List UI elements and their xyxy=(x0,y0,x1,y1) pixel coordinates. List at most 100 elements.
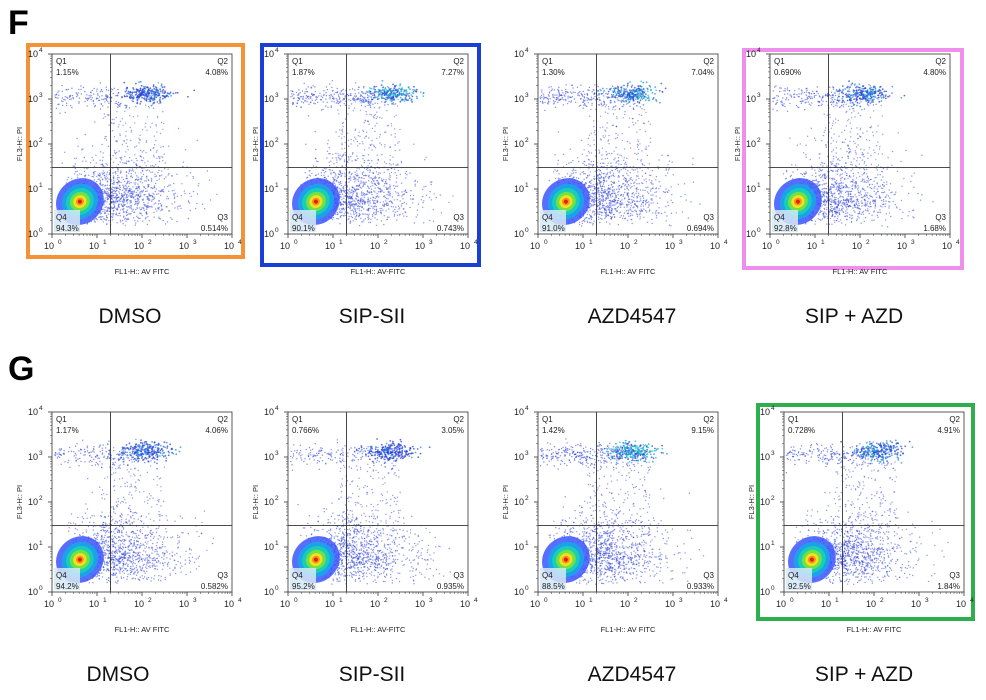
event-dot xyxy=(339,159,341,161)
event-dot xyxy=(424,159,426,161)
event-dot xyxy=(353,199,355,201)
event-dot xyxy=(105,89,108,91)
event-dot xyxy=(124,156,126,158)
event-dot xyxy=(636,215,639,218)
event-dot xyxy=(146,116,149,118)
event-dot xyxy=(660,212,663,215)
event-dot xyxy=(351,216,354,219)
event-dot xyxy=(114,196,117,199)
event-dot xyxy=(378,172,380,174)
event-dot xyxy=(301,90,304,92)
event-dot xyxy=(349,205,351,207)
event-dot xyxy=(595,99,597,101)
event-dot xyxy=(630,182,632,185)
event-dot xyxy=(604,191,606,193)
event-dot xyxy=(104,206,106,208)
event-dot xyxy=(322,169,325,172)
event-dot xyxy=(153,197,156,200)
y-tick-exponent: 2 xyxy=(39,137,43,144)
event-dot xyxy=(72,165,74,167)
event-dot xyxy=(358,131,360,133)
event-dot xyxy=(162,188,164,191)
event-dot xyxy=(373,206,375,208)
event-dot xyxy=(291,93,293,95)
event-dot xyxy=(626,219,629,221)
event-dot xyxy=(664,191,666,193)
event-dot xyxy=(339,129,341,131)
y-axis-label: FL3-H:: PI xyxy=(15,127,24,161)
event-dot xyxy=(139,103,142,105)
event-dot xyxy=(627,189,630,191)
event-dot xyxy=(636,158,639,160)
event-dot xyxy=(354,93,356,95)
event-dot xyxy=(609,171,611,173)
event-dot xyxy=(102,216,104,218)
event-dot xyxy=(158,94,161,97)
event-dot xyxy=(107,145,110,147)
event-dot xyxy=(362,154,364,157)
event-dot xyxy=(651,218,653,221)
event-dot xyxy=(575,169,577,172)
event-dot xyxy=(363,182,365,184)
event-dot xyxy=(620,215,622,217)
event-dot xyxy=(651,199,653,201)
event-dot xyxy=(608,202,611,204)
event-dot xyxy=(557,88,559,91)
event-dot xyxy=(147,199,150,201)
event-dot xyxy=(636,200,639,202)
event-dot xyxy=(102,221,105,223)
event-dot xyxy=(130,188,132,190)
event-dot xyxy=(634,102,636,105)
event-dot xyxy=(338,173,340,175)
event-dot xyxy=(337,109,339,111)
event-dot xyxy=(334,176,336,178)
event-dot xyxy=(396,219,398,221)
event-dot xyxy=(344,211,347,213)
event-dot xyxy=(386,96,389,99)
event-dot xyxy=(106,217,109,219)
event-dot xyxy=(370,188,373,190)
event-dot xyxy=(123,81,126,84)
event-dot xyxy=(160,146,162,148)
event-dot xyxy=(348,107,350,109)
event-dot xyxy=(120,209,122,211)
event-dot xyxy=(163,86,166,88)
event-dot xyxy=(347,190,350,192)
event-dot xyxy=(117,174,119,177)
event-dot xyxy=(371,143,373,145)
event-dot xyxy=(161,91,164,94)
event-dot xyxy=(636,175,638,177)
event-dot xyxy=(342,187,345,189)
event-dot xyxy=(572,168,574,170)
event-dot xyxy=(597,187,599,190)
event-dot xyxy=(343,136,345,138)
event-dot xyxy=(356,140,358,143)
event-dot xyxy=(363,161,365,164)
event-dot xyxy=(173,193,175,195)
event-dot xyxy=(652,202,654,204)
event-dot xyxy=(548,100,550,102)
event-dot xyxy=(140,94,142,96)
event-dot xyxy=(389,188,391,190)
event-dot xyxy=(326,150,329,152)
event-dot xyxy=(136,159,138,162)
event-dot xyxy=(150,177,153,180)
event-dot xyxy=(157,156,160,158)
event-dot xyxy=(409,88,411,90)
event-dot xyxy=(76,137,78,140)
event-dot xyxy=(618,185,621,187)
event-dot xyxy=(364,183,366,186)
event-dot xyxy=(105,95,108,97)
event-dot xyxy=(610,184,612,186)
event-dot xyxy=(383,171,385,173)
event-dot xyxy=(558,92,560,94)
event-dot xyxy=(402,198,404,200)
event-dot xyxy=(363,201,365,203)
y-tick-label: 10 xyxy=(264,49,274,59)
event-dot xyxy=(96,88,98,90)
event-dot xyxy=(177,208,179,210)
event-dot xyxy=(645,181,647,183)
event-dot xyxy=(114,190,117,193)
event-dot xyxy=(137,216,139,219)
event-dot xyxy=(102,98,105,101)
